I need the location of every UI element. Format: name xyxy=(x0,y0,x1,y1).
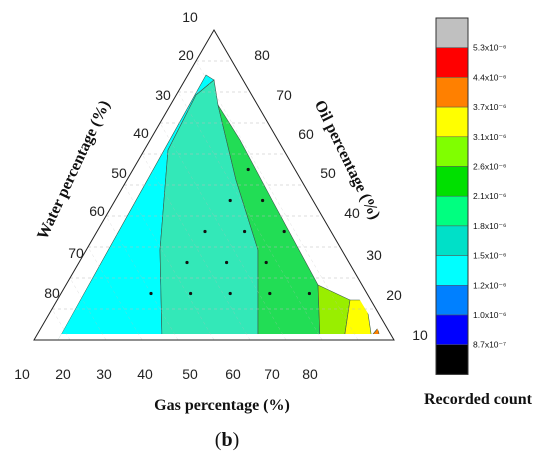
water-tick-label: 50 xyxy=(111,165,127,181)
panel-label-letter: b xyxy=(221,429,232,451)
water-tick-label: 20 xyxy=(178,47,194,63)
colorbar-tick-label: 2.6x10⁻⁶ xyxy=(473,162,507,172)
water-tick-label: 80 xyxy=(44,285,60,301)
colorbar-tick-label: 1.5x10⁻⁶ xyxy=(473,251,507,261)
contour-regions xyxy=(58,74,384,340)
gas-tick-label: 70 xyxy=(264,366,280,382)
colorbar-swatch xyxy=(435,136,469,167)
water-axis-label: Water percentage (%) xyxy=(34,98,113,242)
colorbar-tick-label: 1.8x10⁻⁶ xyxy=(473,221,507,231)
colorbar-tick-label: 3.1x10⁻⁶ xyxy=(473,132,507,142)
colorbar-tick-label: 8.7x10⁻⁷ xyxy=(473,340,506,350)
sample-point xyxy=(261,198,265,203)
sample-point xyxy=(307,291,311,296)
colorbar-tick-label: 1.2x10⁻⁶ xyxy=(473,280,507,290)
water-tick-label: 40 xyxy=(133,125,149,141)
colorbar-swatch xyxy=(435,77,469,108)
gas-tick-label: 40 xyxy=(137,366,153,382)
gas-tick-label: 10 xyxy=(14,366,30,382)
panel-label-open: ( xyxy=(215,429,222,451)
sample-point xyxy=(243,229,247,234)
ternary-gridlines xyxy=(51,60,376,341)
oil-tick-label: 40 xyxy=(344,205,360,221)
oil-tick-label: 60 xyxy=(298,126,314,142)
colorbar-tick-label: 5.3x10⁻⁶ xyxy=(473,43,507,53)
panel-label-close: ) xyxy=(233,429,240,451)
colorbar-swatch xyxy=(435,285,469,316)
tick-labels: 10 20 30 40 50 60 70 80 10 20 30 40 50 60 70 80 10 20 30 40… xyxy=(14,9,428,382)
sample-points xyxy=(149,167,311,296)
colorbar-swatch xyxy=(435,255,469,286)
water-tick-label: 30 xyxy=(155,87,171,103)
colorbar-swatch xyxy=(435,47,469,78)
colorbar-swatch xyxy=(435,314,469,345)
colorbar-swatch xyxy=(435,344,469,375)
sample-point xyxy=(185,260,189,265)
sample-point xyxy=(225,260,229,265)
oil-tick-label: 50 xyxy=(320,165,336,181)
panel-label: (b) xyxy=(215,429,239,451)
sample-point xyxy=(264,260,268,265)
colorbar-swatch xyxy=(435,17,469,48)
sample-point xyxy=(282,229,286,234)
sample-point xyxy=(228,291,232,296)
sample-point xyxy=(246,167,250,172)
colorbar-swatch xyxy=(435,106,469,138)
colorbar-swatch xyxy=(435,195,469,227)
sample-point xyxy=(228,198,232,203)
gas-axis-label: Gas percentage (%) xyxy=(154,397,290,414)
oil-tick-label: 10 xyxy=(412,327,428,343)
water-tick-label: 60 xyxy=(89,203,105,219)
colorbar-tick-label: 3.7x10⁻⁶ xyxy=(473,102,507,112)
water-tick-label: 10 xyxy=(182,9,198,25)
oil-tick-label: 80 xyxy=(254,47,270,63)
sample-point xyxy=(149,291,153,296)
gas-tick-label: 50 xyxy=(182,366,198,382)
colorbar-tick-label: 4.4x10⁻⁶ xyxy=(473,72,507,82)
sample-point xyxy=(268,291,272,296)
gas-tick-label: 20 xyxy=(55,366,71,382)
oil-axis-label: Oil percentage (%) xyxy=(311,98,383,223)
oil-tick-label: 30 xyxy=(366,247,382,263)
colorbar-label: Recorded count xyxy=(424,391,533,408)
gas-tick-label: 30 xyxy=(96,366,112,382)
sample-point xyxy=(189,291,193,296)
gas-tick-label: 80 xyxy=(302,366,318,382)
colorbar-swatch xyxy=(435,225,469,256)
colorbar-tick-label: 1.0x10⁻⁶ xyxy=(473,310,507,320)
sample-point xyxy=(203,229,207,234)
gas-tick-label: 60 xyxy=(225,366,241,382)
colorbar: 5.3x10⁻⁶ 4.4x10⁻⁶ 3.7x10⁻⁶ 3.1x10⁻⁶ 2.6x10⁻⁶… xyxy=(435,17,507,375)
oil-tick-label: 20 xyxy=(386,287,402,303)
ternary-frame xyxy=(33,29,395,341)
oil-tick-label: 70 xyxy=(276,87,292,103)
colorbar-tick-label: 2.1x10⁻⁶ xyxy=(473,191,507,201)
water-tick-label: 70 xyxy=(68,245,84,261)
colorbar-swatch xyxy=(435,166,469,197)
